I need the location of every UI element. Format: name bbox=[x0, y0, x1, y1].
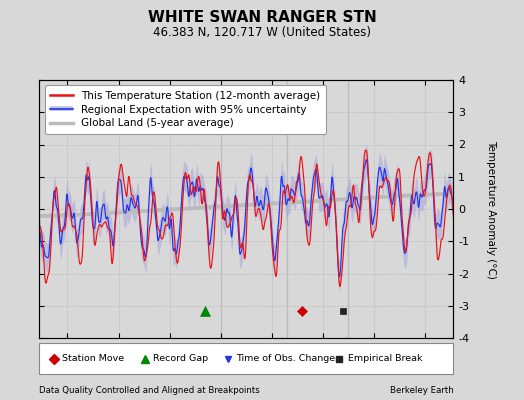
Text: WHITE SWAN RANGER STN: WHITE SWAN RANGER STN bbox=[148, 10, 376, 25]
FancyBboxPatch shape bbox=[39, 343, 453, 374]
Legend: This Temperature Station (12-month average), Regional Expectation with 95% uncer: This Temperature Station (12-month avera… bbox=[45, 85, 326, 134]
Text: Time of Obs. Change: Time of Obs. Change bbox=[236, 354, 335, 363]
Text: Station Move: Station Move bbox=[62, 354, 124, 363]
Text: Data Quality Controlled and Aligned at Breakpoints: Data Quality Controlled and Aligned at B… bbox=[39, 386, 260, 395]
Text: Empirical Break: Empirical Break bbox=[348, 354, 422, 363]
Text: 46.383 N, 120.717 W (United States): 46.383 N, 120.717 W (United States) bbox=[153, 26, 371, 39]
Text: Berkeley Earth: Berkeley Earth bbox=[389, 386, 453, 395]
Y-axis label: Temperature Anomaly (°C): Temperature Anomaly (°C) bbox=[486, 140, 496, 278]
Text: Record Gap: Record Gap bbox=[153, 354, 208, 363]
